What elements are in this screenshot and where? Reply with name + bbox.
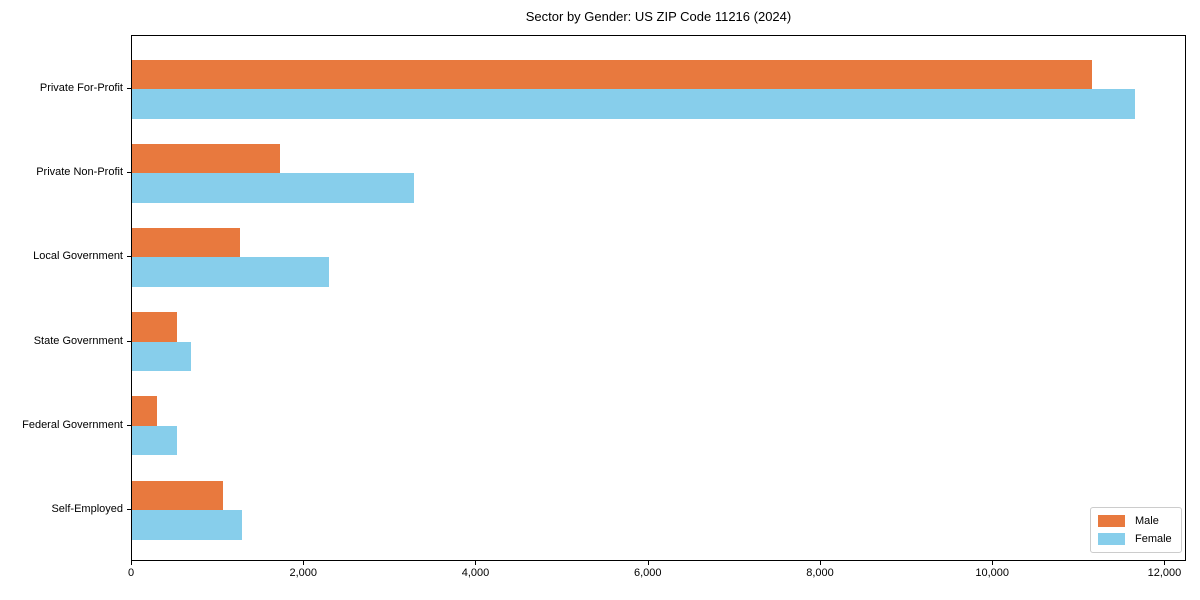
y-axis-label-2: Local Government — [33, 250, 123, 263]
bar-female-5 — [132, 510, 243, 540]
y-axis-label-4: Federal Government — [22, 418, 123, 431]
legend-label-female: Female — [1135, 532, 1172, 545]
legend-swatch-female — [1098, 532, 1125, 545]
y-tick-mark — [127, 256, 131, 258]
bar-male-1 — [132, 143, 281, 174]
x-tick-mark — [647, 561, 649, 565]
bar-male-4 — [132, 396, 157, 426]
x-axis-tick-label-5: 10,000 — [975, 567, 1010, 579]
x-tick-mark — [475, 561, 477, 565]
bar-male-5 — [132, 480, 224, 510]
x-axis-tick-label-0: 0 — [127, 567, 135, 579]
x-axis-tick-label-2: 4,000 — [461, 567, 490, 579]
y-axis-label-0: Private For-Profit — [39, 82, 123, 94]
plot-area — [131, 35, 1186, 561]
chart-title: Sector by Gender: US ZIP Code 11216 (202… — [525, 9, 792, 24]
x-axis-tick-label-6: 12,000 — [1147, 567, 1182, 579]
bar-female-4 — [132, 425, 177, 456]
x-tick-mark — [992, 561, 994, 565]
x-tick-mark — [1164, 561, 1166, 565]
x-tick-mark — [819, 561, 821, 565]
bar-male-0 — [132, 59, 1093, 89]
bar-male-2 — [132, 227, 240, 258]
x-tick-mark — [131, 561, 132, 565]
x-tick-mark — [303, 561, 305, 565]
y-tick-mark — [127, 88, 131, 89]
x-axis-tick-label-1: 2,000 — [289, 567, 317, 579]
legend-label-male: Male — [1135, 515, 1159, 528]
bar-female-1 — [132, 173, 414, 203]
y-tick-mark — [127, 424, 131, 426]
y-axis-label-5: Self-Employed — [51, 503, 123, 515]
bar-female-0 — [132, 89, 1136, 119]
legend-item-female: Female — [1098, 532, 1174, 545]
bar-female-2 — [132, 257, 330, 287]
y-axis-label-1: Private Non-Profit — [36, 166, 123, 179]
bar-male-3 — [132, 312, 177, 342]
bar-female-3 — [132, 341, 192, 372]
y-axis-label-3: State Government — [33, 334, 123, 347]
y-tick-mark — [127, 509, 131, 510]
legend-swatch-male — [1098, 515, 1125, 528]
y-tick-mark — [127, 340, 131, 342]
x-axis-tick-label-3: 6,000 — [633, 567, 662, 579]
legend-item-male: Male — [1098, 515, 1174, 528]
legend: Male Female — [1090, 507, 1182, 553]
x-axis-tick-label-4: 8,000 — [806, 567, 834, 579]
y-tick-mark — [127, 172, 131, 174]
